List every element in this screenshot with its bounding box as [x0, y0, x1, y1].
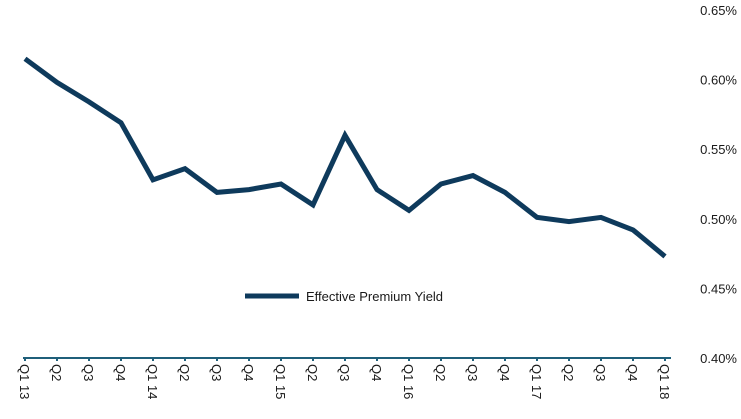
x-tick-label: Q3 [209, 364, 224, 381]
x-tick-label: Q2 [561, 364, 576, 381]
x-tick-label: Q3 [81, 364, 96, 381]
x-tick-label: Q2 [305, 364, 320, 381]
x-tick-label: Q4 [369, 364, 384, 381]
x-tick-label: Q1 16 [401, 364, 416, 399]
x-axis: Q1 13 Q2 Q3 Q4 Q1 14 Q2 Q3 Q4 Q1 15 Q2 Q3 Q4 Q1 16 Q2… [17, 357, 672, 399]
x-tick-label: Q2 [177, 364, 192, 381]
x-tick-label: Q1 18 [657, 364, 672, 399]
x-tick-label: Q3 [593, 364, 608, 381]
x-tick-label: Q2 [433, 364, 448, 381]
x-tick-label: Q3 [465, 364, 480, 381]
series-line [23, 56, 667, 259]
legend-label: Effective Premium Yield [306, 289, 443, 304]
x-tick-label: Q1 13 [17, 364, 32, 399]
y-tick-label: 0.50% [700, 212, 737, 227]
x-tick-label: Q3 [337, 364, 352, 381]
x-tick-label: Q4 [113, 364, 128, 381]
x-tick-label: Q1 15 [273, 364, 288, 399]
y-tick-label: 0.55% [700, 142, 737, 157]
x-tick-label: Q4 [625, 364, 640, 381]
y-tick-label: 0.40% [700, 351, 737, 366]
x-tick-label: Q4 [241, 364, 256, 381]
series-layer [23, 56, 667, 259]
legend: Effective Premium Yield [245, 289, 443, 304]
x-tick-label: Q1 17 [529, 364, 544, 399]
y-axis: 0.65% 0.60% 0.55% 0.50% 0.45% 0.40% [700, 3, 737, 366]
x-tick-label: Q4 [497, 364, 512, 381]
y-tick-label: 0.60% [700, 73, 737, 88]
x-tick-label: Q1 14 [145, 364, 160, 399]
y-tick-label: 0.45% [700, 281, 737, 296]
y-tick-label: 0.65% [700, 3, 737, 18]
x-tick-label: Q2 [49, 364, 64, 381]
